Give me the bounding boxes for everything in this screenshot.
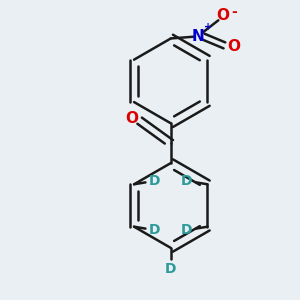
Text: D: D [181, 223, 193, 237]
Text: O: O [125, 111, 138, 126]
Text: O: O [227, 39, 240, 54]
Text: D: D [149, 223, 160, 237]
Text: D: D [181, 174, 193, 188]
Text: N: N [192, 29, 205, 44]
Text: -: - [231, 4, 237, 19]
Text: D: D [165, 262, 176, 276]
Text: +: + [204, 22, 212, 32]
Text: D: D [149, 174, 160, 188]
Text: O: O [216, 8, 229, 23]
